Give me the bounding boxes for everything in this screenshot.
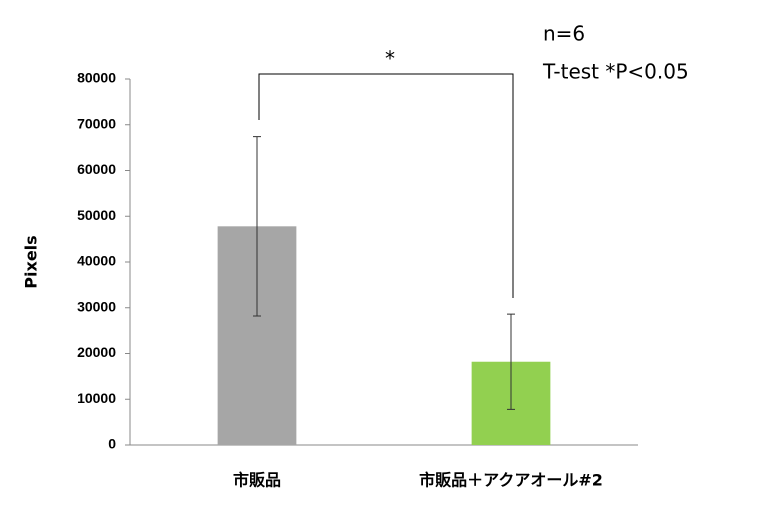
y-tick-label: 0 [108, 436, 116, 452]
y-axis-label: Pixels [22, 235, 41, 288]
x-tick-label: 市販品＋アクアオール#2 [419, 471, 603, 490]
y-tick-label: 10000 [77, 390, 116, 406]
significance-mark: * [385, 47, 395, 71]
y-tick-label: 30000 [77, 298, 116, 314]
y-tick-label: 40000 [77, 253, 116, 269]
y-tick-label: 20000 [77, 344, 116, 360]
y-tick-label: 50000 [77, 207, 116, 223]
x-tick-label: 市販品 [233, 471, 281, 490]
y-tick-label: 70000 [77, 115, 116, 131]
y-tick-label: 60000 [77, 161, 116, 177]
error-bar [253, 136, 261, 317]
sample-size: n=6 [543, 22, 585, 46]
y-tick-label: 80000 [77, 70, 116, 86]
test-note: T-test *P<0.05 [542, 60, 689, 84]
error-bar [507, 313, 515, 410]
significance-bracket [258, 73, 514, 298]
